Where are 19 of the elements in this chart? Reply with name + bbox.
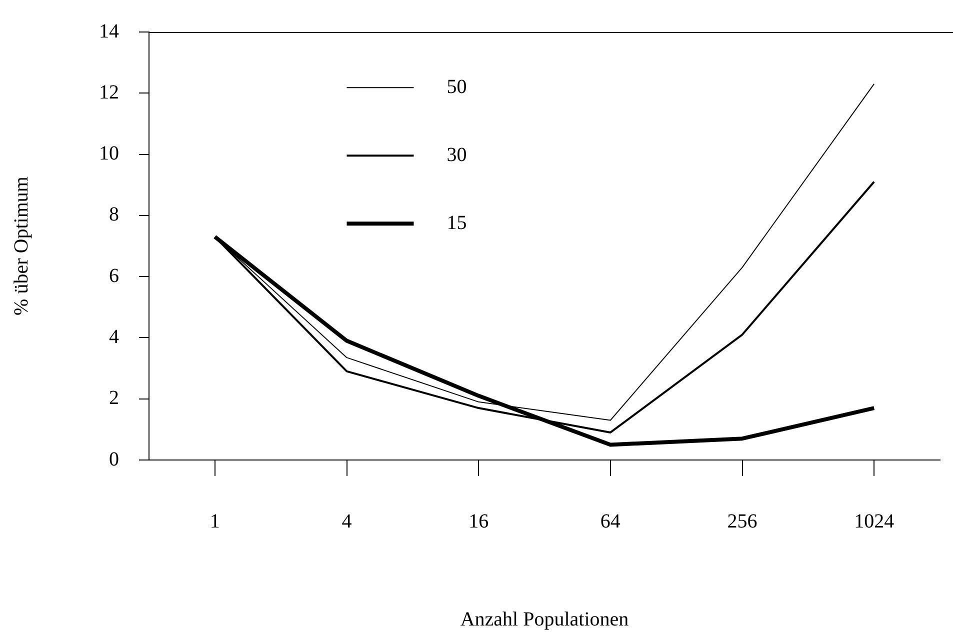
legend-label: 15 — [446, 212, 467, 234]
y-tick-label: 0 — [109, 448, 119, 470]
y-tick-label: 2 — [109, 387, 119, 410]
x-tick-label: 1 — [210, 510, 220, 532]
y-tick-label: 14 — [99, 20, 119, 42]
x-tick-label: 16 — [468, 510, 489, 532]
y-tick-label: 10 — [99, 142, 119, 165]
x-tick-label: 64 — [600, 510, 620, 532]
x-tick-label: 4 — [342, 510, 352, 532]
y-axis-title: % über Optimum — [10, 176, 32, 316]
y-tick-label: 6 — [109, 264, 119, 287]
legend-label: 50 — [446, 76, 467, 98]
y-tick-label: 8 — [109, 204, 119, 226]
x-axis-title: Anzahl Populationen — [460, 608, 629, 630]
x-tick-label: 256 — [727, 510, 758, 532]
legend-label: 30 — [446, 144, 467, 166]
y-tick-label: 4 — [109, 326, 119, 348]
y-tick-label: 12 — [99, 81, 119, 104]
x-tick-label: 1024 — [854, 510, 894, 532]
